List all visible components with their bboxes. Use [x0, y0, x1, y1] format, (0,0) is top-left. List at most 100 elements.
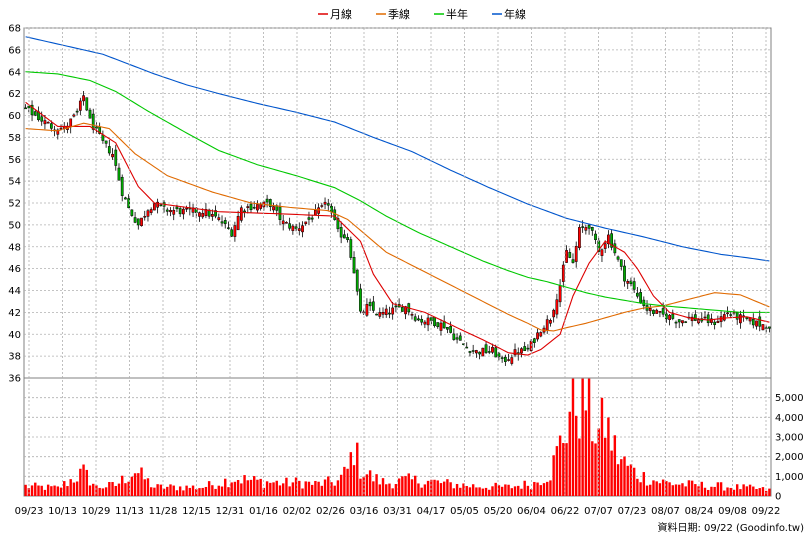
candle-body [455, 337, 459, 340]
candle-body [690, 316, 694, 322]
price-tick-label: 40 [8, 330, 21, 341]
x-tick-label: 09/23 [15, 506, 44, 517]
volume-bar [246, 480, 249, 496]
candle-body [471, 350, 475, 352]
candle-body [716, 321, 720, 324]
candle-body [636, 292, 639, 297]
volume-bar [620, 459, 623, 496]
candle-body [85, 97, 89, 111]
candle-body [365, 304, 369, 316]
volume-bar [275, 480, 278, 496]
candle-body [710, 318, 713, 323]
volume-bar [613, 435, 617, 496]
volume-bar [423, 484, 427, 496]
volume-bar [269, 482, 272, 496]
candle-body [117, 167, 121, 181]
volume-bar [536, 482, 539, 496]
candle-body [768, 326, 771, 329]
volume-bar [98, 487, 101, 496]
volume-bar [43, 489, 47, 496]
candle-body [587, 224, 591, 229]
candle-body [165, 209, 169, 212]
volume-bar [581, 378, 584, 496]
volume-bar [616, 464, 620, 496]
volume-bar [143, 479, 146, 496]
volume-bar [388, 483, 391, 496]
volume-bar [752, 486, 755, 496]
volume-bar [417, 483, 420, 496]
volume-bar [407, 473, 410, 496]
volume-bar [661, 479, 665, 496]
candle-body [629, 280, 633, 284]
volume-bar [694, 484, 697, 496]
candle-body [558, 285, 562, 303]
volume-bar [768, 488, 771, 496]
candle-body [349, 239, 353, 258]
volume-bar [224, 478, 227, 496]
volume-bar [597, 428, 600, 496]
volume-bar [79, 468, 82, 496]
candle-body [668, 314, 671, 320]
candle-body [259, 204, 263, 209]
candle-body [368, 301, 372, 307]
volume-bar [455, 483, 459, 496]
candle-body [684, 321, 688, 323]
volume-bar [558, 435, 562, 496]
x-tick-label: 11/13 [115, 506, 144, 517]
candle-body [507, 359, 510, 361]
candle-body [607, 234, 610, 245]
volume-bar [500, 486, 504, 496]
volume-bar [449, 482, 452, 496]
candle-body [233, 225, 237, 237]
x-tick-label: 08/07 [651, 506, 680, 517]
volume-bar [546, 481, 549, 496]
candle-body [72, 114, 76, 117]
volume-bar [140, 467, 143, 496]
volume-bar [256, 479, 259, 496]
volume-bar [185, 485, 188, 496]
x-tick-label: 12/31 [216, 506, 245, 517]
x-axis: 09/23 10/13 10/29 11/13 11/28 12/15 12/31 01/16… [15, 28, 780, 517]
candle-body [571, 259, 575, 263]
volume-tick-label: 2,000 [775, 452, 804, 463]
candle-body [652, 309, 655, 314]
candle-body [256, 204, 259, 211]
candle-body [43, 120, 47, 125]
candle-body [433, 316, 436, 327]
volume-bar [391, 488, 394, 496]
volume-bar [565, 443, 568, 496]
volume-bar [217, 485, 221, 496]
volume-bar [513, 486, 517, 496]
volume-bar [385, 484, 388, 496]
volume-bar [674, 484, 678, 496]
volume-bar [349, 452, 353, 496]
volume-bar [178, 486, 182, 496]
price-tick-label: 52 [8, 199, 21, 210]
volume-bar [623, 456, 626, 496]
candle-body [610, 233, 613, 248]
volume-bar [439, 483, 443, 496]
candle-body [227, 227, 230, 229]
volume-bar [636, 478, 639, 496]
price-tick-label: 66 [8, 45, 21, 56]
candle-body [555, 299, 559, 315]
candle-body [336, 218, 340, 230]
volume-bar [723, 490, 726, 496]
candle-body [674, 321, 678, 324]
volume-bar [327, 476, 330, 496]
volume-bar [629, 464, 633, 496]
volume-bar [713, 486, 716, 496]
candle-body [355, 269, 359, 292]
candle-body [172, 209, 176, 215]
x-tick-label: 05/05 [450, 506, 479, 517]
candle-body [722, 314, 726, 321]
volume-bar [30, 485, 34, 496]
volume-bar [761, 487, 765, 496]
volume-bar [442, 481, 446, 496]
volume-bar [726, 487, 729, 496]
candle-body [333, 209, 337, 220]
volume-bar [153, 487, 156, 496]
volume-bar [40, 485, 43, 496]
candle-body [677, 319, 681, 323]
volume-bar [645, 485, 649, 496]
